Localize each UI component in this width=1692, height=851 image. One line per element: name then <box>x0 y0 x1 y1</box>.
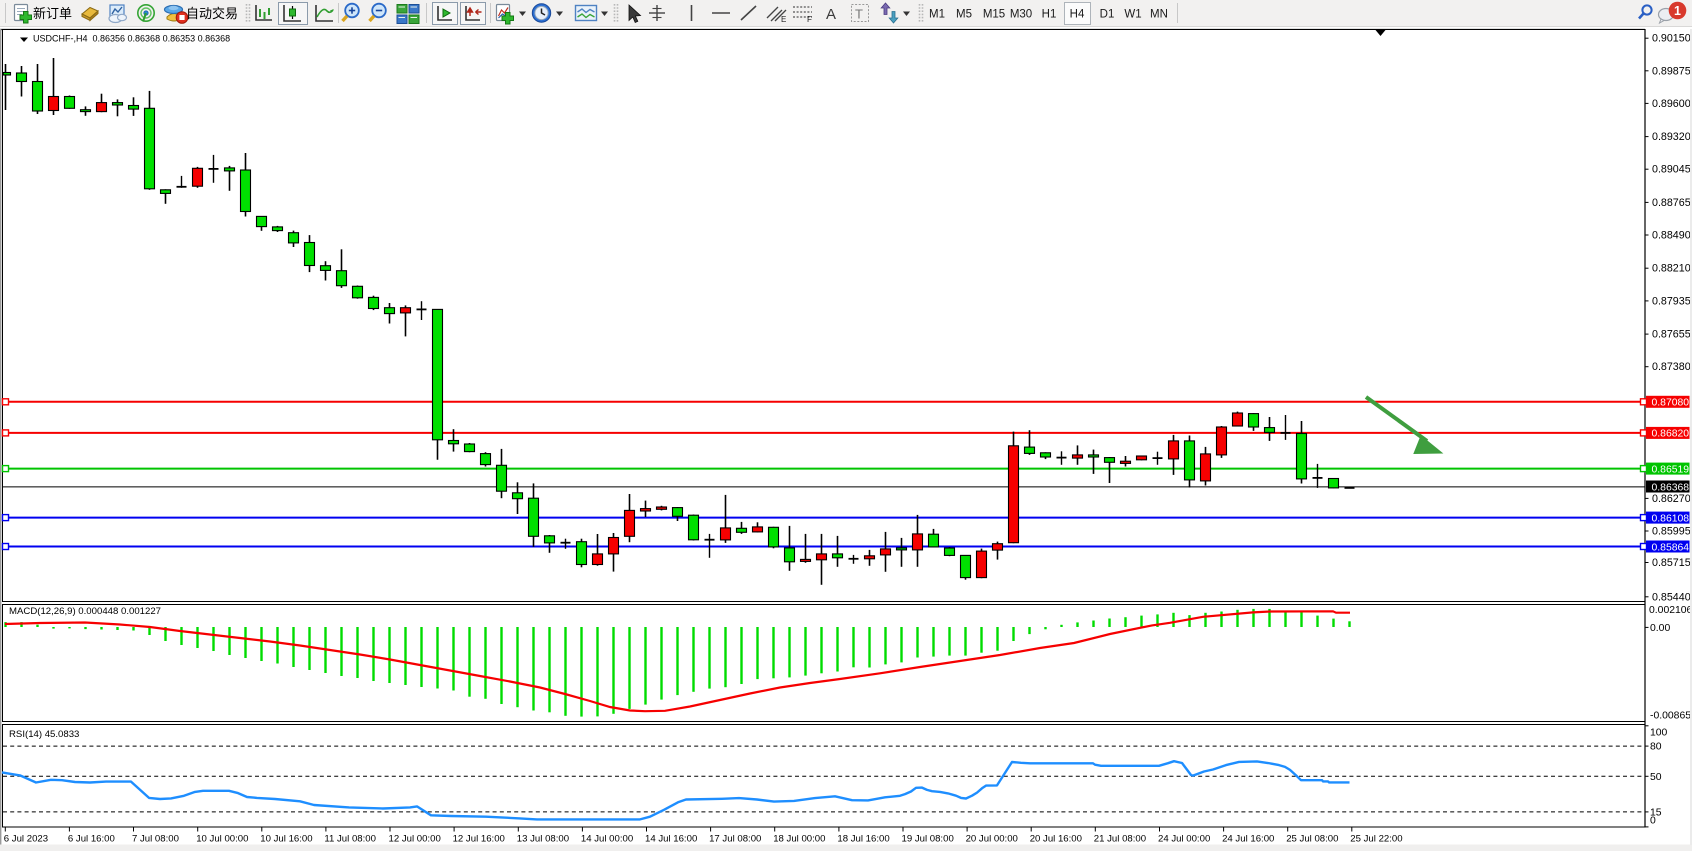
svg-text:19 Jul 08:00: 19 Jul 08:00 <box>902 834 954 845</box>
svg-text:20 Jul 00:00: 20 Jul 00:00 <box>966 834 1018 845</box>
svg-text:80: 80 <box>1650 742 1662 753</box>
svg-text:新订单: 新订单 <box>33 6 72 21</box>
svg-text:0.87655: 0.87655 <box>1652 329 1691 341</box>
svg-text:0.90150: 0.90150 <box>1652 33 1691 45</box>
svg-text:0.87380: 0.87380 <box>1652 361 1691 373</box>
svg-text:1: 1 <box>1674 4 1681 18</box>
svg-text:10 Jul 00:00: 10 Jul 00:00 <box>196 834 248 845</box>
svg-text:18 Jul 00:00: 18 Jul 00:00 <box>773 834 825 845</box>
svg-text:0.88210: 0.88210 <box>1652 263 1691 275</box>
svg-text:M15: M15 <box>983 9 1005 21</box>
svg-text:F: F <box>807 15 812 24</box>
svg-text:20 Jul 16:00: 20 Jul 16:00 <box>1030 834 1082 845</box>
svg-text:12 Jul 00:00: 12 Jul 00:00 <box>389 834 441 845</box>
svg-text:15: 15 <box>1650 808 1662 819</box>
svg-text:0.88765: 0.88765 <box>1652 197 1691 209</box>
svg-text:24 Jul 00:00: 24 Jul 00:00 <box>1158 834 1210 845</box>
svg-text:21 Jul 08:00: 21 Jul 08:00 <box>1094 834 1146 845</box>
svg-text:0: 0 <box>1650 816 1656 827</box>
svg-text:0.89875: 0.89875 <box>1652 65 1691 77</box>
svg-text:0.85715: 0.85715 <box>1652 557 1691 569</box>
svg-text:0.85995: 0.85995 <box>1652 526 1691 538</box>
svg-text:14 Jul 00:00: 14 Jul 00:00 <box>581 834 633 845</box>
svg-text:M5: M5 <box>956 9 972 21</box>
svg-text:0.89045: 0.89045 <box>1652 164 1691 176</box>
svg-text:6 Jul 16:00: 6 Jul 16:00 <box>68 834 115 845</box>
svg-text:M30: M30 <box>1010 9 1032 21</box>
svg-text:H1: H1 <box>1042 9 1057 21</box>
svg-text:13 Jul 08:00: 13 Jul 08:00 <box>517 834 569 845</box>
svg-text:0.86368: 0.86368 <box>1652 482 1690 493</box>
svg-text:0.86270: 0.86270 <box>1652 493 1691 505</box>
svg-text:7 Jul 08:00: 7 Jul 08:00 <box>132 834 179 845</box>
svg-text:USDCHF-,H4 0.86356 0.86368 0.: USDCHF-,H4 0.86356 0.86368 0.86353 0.863… <box>33 34 230 44</box>
svg-text:0.89320: 0.89320 <box>1652 131 1691 143</box>
svg-text:25 Jul 08:00: 25 Jul 08:00 <box>1286 834 1338 845</box>
svg-text:10 Jul 16:00: 10 Jul 16:00 <box>260 834 312 845</box>
svg-text:MACD(12,26,9) 0.000448 0.00122: MACD(12,26,9) 0.000448 0.001227 <box>9 606 161 617</box>
svg-text:0.85864: 0.85864 <box>1652 542 1690 553</box>
svg-text:RSI(14) 45.0833: RSI(14) 45.0833 <box>9 729 79 740</box>
svg-text:17 Jul 08:00: 17 Jul 08:00 <box>709 834 761 845</box>
svg-text:14 Jul 16:00: 14 Jul 16:00 <box>645 834 697 845</box>
svg-text:0.85440: 0.85440 <box>1652 591 1691 603</box>
svg-text:T: T <box>855 7 863 22</box>
svg-text:0.002106: 0.002106 <box>1649 605 1692 616</box>
svg-text:0.87080: 0.87080 <box>1652 398 1690 409</box>
svg-text:100: 100 <box>1650 728 1668 739</box>
svg-text:0.86820: 0.86820 <box>1652 429 1690 440</box>
svg-text:18 Jul 16:00: 18 Jul 16:00 <box>837 834 889 845</box>
svg-text:50: 50 <box>1650 772 1662 783</box>
svg-text:M1: M1 <box>929 9 945 21</box>
svg-text:12 Jul 16:00: 12 Jul 16:00 <box>453 834 505 845</box>
svg-text:MN: MN <box>1150 9 1168 21</box>
svg-text:0.88490: 0.88490 <box>1652 230 1691 242</box>
svg-text:W1: W1 <box>1124 9 1141 21</box>
svg-text:E: E <box>781 15 786 24</box>
svg-text:0.86108: 0.86108 <box>1652 513 1690 524</box>
svg-text:A: A <box>826 6 836 23</box>
svg-text:H4: H4 <box>1070 9 1085 21</box>
svg-text:0.89600: 0.89600 <box>1652 98 1691 110</box>
svg-text:自动交易: 自动交易 <box>186 6 238 21</box>
svg-text:D1: D1 <box>1100 9 1115 21</box>
svg-text:-0.008658: -0.008658 <box>1650 711 1692 722</box>
svg-text:11 Jul 08:00: 11 Jul 08:00 <box>324 834 376 845</box>
svg-text:6 Jul 2023: 6 Jul 2023 <box>4 834 48 845</box>
svg-text:25 Jul 22:00: 25 Jul 22:00 <box>1350 834 1402 845</box>
svg-text:24 Jul 16:00: 24 Jul 16:00 <box>1222 834 1274 845</box>
svg-text:0.87935: 0.87935 <box>1652 295 1691 307</box>
svg-text:0.86519: 0.86519 <box>1652 464 1690 475</box>
svg-text:0.00: 0.00 <box>1650 623 1670 634</box>
